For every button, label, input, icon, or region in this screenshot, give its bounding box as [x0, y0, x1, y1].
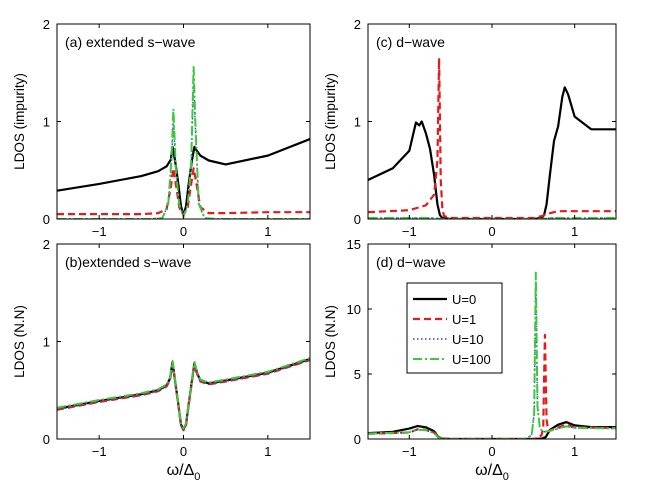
y-tick-label: 0: [354, 212, 361, 227]
x-tick-label: −1: [402, 224, 417, 239]
x-axis-label: ω/Δ0: [475, 462, 509, 483]
y-tick-label: 1: [43, 115, 50, 130]
x-tick-label: −1: [92, 224, 107, 239]
y-tick-label: 1: [43, 335, 50, 350]
x-tick-label: 0: [488, 444, 495, 459]
y-tick-label: 10: [347, 302, 361, 317]
panel-c: −1 0 1 0 1 2 (c) d−wave LDOS (impurity): [323, 17, 617, 239]
x-tick-label: 1: [264, 224, 271, 239]
series-group: [57, 357, 310, 432]
y-tick-label: 15: [347, 237, 361, 252]
panel-title: (b)extended s−wave: [65, 254, 192, 270]
legend-label: U=0: [452, 292, 476, 307]
panel-title: (a) extended s−wave: [65, 34, 196, 50]
legend-label: U=1: [452, 312, 476, 327]
series-line-u-1: [368, 57, 616, 219]
legend-label: U=10: [452, 332, 483, 347]
y-tick-label: 0: [354, 432, 361, 447]
legend: U=0 U=1 U=10 U=100: [406, 282, 503, 374]
series-line-u-100: [368, 217, 616, 219]
y-tick-label: 2: [43, 237, 50, 252]
y-tick-label: 0: [43, 212, 50, 227]
x-axis-label: ω/Δ0: [167, 462, 201, 483]
x-tick-label: −1: [402, 444, 417, 459]
x-tick-label: 1: [264, 444, 271, 459]
y-axis-label: LDOS (impurity): [323, 73, 338, 170]
y-tick-label: 2: [354, 17, 361, 32]
y-tick-label: 0: [43, 432, 50, 447]
y-axis-label: LDOS (N.N): [12, 305, 27, 378]
legend-label: U=100: [452, 352, 491, 367]
series-line-u-0: [368, 421, 616, 439]
x-tick-label: 1: [571, 224, 578, 239]
series-line-u-0: [368, 86, 616, 219]
x-tick-label: 1: [571, 444, 578, 459]
series-group: [368, 271, 616, 439]
panel-title: (c) d−wave: [376, 34, 445, 50]
series-group: [368, 57, 616, 219]
panel-title: (d) d−wave: [376, 254, 446, 270]
x-tick-label: 0: [180, 444, 187, 459]
x-tick-label: 0: [180, 224, 187, 239]
series-line-u-100: [57, 357, 310, 430]
y-tick-label: 1: [354, 115, 361, 130]
y-tick-label: 5: [354, 367, 361, 382]
series-line-u-1: [57, 358, 310, 432]
panel-a: −1 0 1 0 1 2 (a) extended s−wave LDOS (impurity…: [12, 17, 311, 239]
x-tick-label: −1: [92, 444, 107, 459]
x-tick-label: 0: [488, 224, 495, 239]
y-tick-label: 2: [43, 17, 50, 32]
y-axis-label: LDOS (impurity): [12, 73, 27, 170]
y-axis-label: LDOS (N.N): [323, 305, 338, 378]
panel-b: −1 0 1 0 1 2 (b)extended s−wave LDOS (N.N) ω/Δ0: [12, 237, 311, 483]
series-line-u-100: [368, 271, 616, 439]
